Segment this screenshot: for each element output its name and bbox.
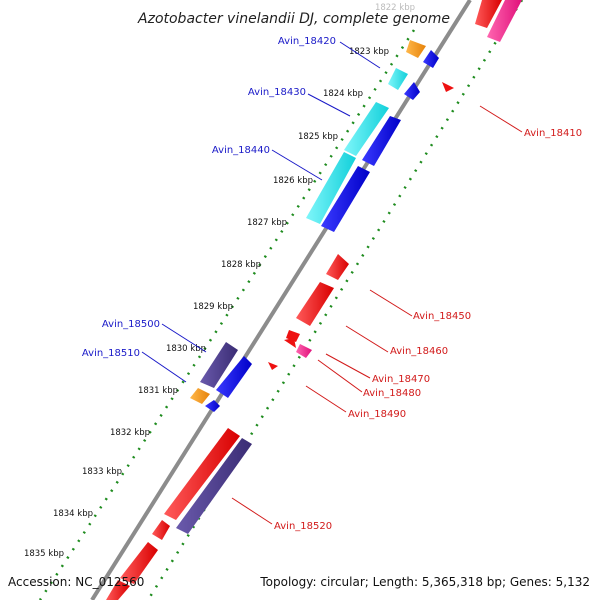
- genome-backbone: [90, 0, 472, 600]
- gene-feature-blue[interactable]: [205, 400, 220, 412]
- kbp-label: 1827 kbp: [247, 218, 287, 228]
- leader-line: [317, 359, 363, 393]
- leader-line: [305, 385, 347, 413]
- gene-label[interactable]: Avin_18410: [524, 128, 582, 139]
- gene-feature-blue[interactable]: [216, 356, 252, 398]
- leader-line: [325, 353, 371, 379]
- leader-lines: [141, 41, 523, 525]
- gene-feature-red[interactable]: [296, 282, 334, 326]
- kbp-label: 1833 kbp: [82, 467, 122, 477]
- gene-label[interactable]: Avin_18490: [348, 409, 406, 420]
- kbp-label: 1823 kbp: [349, 47, 389, 57]
- gene-feature-blue[interactable]: [423, 50, 439, 68]
- gene-feature-blue[interactable]: [404, 82, 420, 100]
- gene-feature-cyan[interactable]: [344, 102, 389, 156]
- kbp-label: 1831 kbp: [138, 386, 178, 396]
- gene-label[interactable]: Avin_18430: [248, 87, 306, 98]
- gene-feature-red[interactable]: [268, 362, 278, 370]
- leader-line: [231, 497, 273, 525]
- kbp-label: 1828 kbp: [221, 260, 261, 270]
- gene-feature-red[interactable]: [326, 254, 349, 280]
- leader-line: [161, 323, 207, 353]
- kbp-label: 1830 kbp: [166, 344, 206, 354]
- gene-label[interactable]: Avin_18450: [413, 311, 471, 322]
- kbp-label: 1829 kbp: [193, 302, 233, 312]
- gene-feature-red[interactable]: [152, 520, 170, 540]
- gene-feature-purple[interactable]: [200, 342, 238, 388]
- kbp-scale: 1822 kbp 1823 kbp 1824 kbp 1825 kbp 1826…: [24, 3, 415, 559]
- gene-feature-red[interactable]: [442, 82, 454, 92]
- gene-features: [106, 0, 522, 600]
- kbp-label: 1835 kbp: [24, 549, 64, 559]
- gene-label[interactable]: Avin_18520: [274, 521, 332, 532]
- gene-feature-cyan[interactable]: [306, 152, 356, 224]
- gene-label[interactable]: Avin_18510: [82, 348, 140, 359]
- leader-line: [141, 351, 187, 383]
- kbp-label: 1832 kbp: [110, 428, 150, 438]
- gene-feature-pink[interactable]: [296, 344, 312, 358]
- gene-feature-pink[interactable]: [487, 0, 522, 42]
- kbp-label: 1822 kbp: [375, 3, 415, 13]
- gene-feature-red[interactable]: [284, 338, 296, 348]
- gene-label[interactable]: Avin_18460: [390, 346, 448, 357]
- gene-label[interactable]: Avin_18500: [102, 319, 160, 330]
- kbp-label: 1826 kbp: [273, 176, 313, 186]
- genome-title: Azotobacter vinelandii DJ, complete geno…: [137, 11, 450, 27]
- gene-feature-red[interactable]: [164, 428, 240, 520]
- gene-feature-blue[interactable]: [321, 166, 370, 232]
- leader-line: [339, 41, 381, 69]
- leader-line: [479, 105, 523, 133]
- kbp-label: 1825 kbp: [298, 132, 338, 142]
- tick-ring-inner: [38, 29, 416, 600]
- kbp-label: 1824 kbp: [323, 89, 363, 99]
- gene-feature-purple[interactable]: [176, 438, 252, 534]
- gene-feature-red[interactable]: [106, 580, 130, 600]
- gene-feature-red[interactable]: [475, 0, 502, 28]
- gene-label[interactable]: Avin_18440: [212, 145, 270, 156]
- gene-label[interactable]: Avin_18420: [278, 36, 336, 47]
- leader-line: [369, 289, 413, 317]
- gene-feature-red[interactable]: [120, 542, 158, 584]
- gene-labels-right: Avin_18410 Avin_18450 Avin_18460 Avin_18…: [274, 128, 582, 532]
- gene-feature-orange[interactable]: [406, 40, 426, 58]
- gene-feature-cyan[interactable]: [388, 68, 408, 90]
- gene-feature-blue[interactable]: [362, 116, 401, 166]
- accession-text: Accession: NC_012560: [8, 575, 144, 589]
- kbp-label: 1834 kbp: [53, 509, 93, 519]
- leader-line: [345, 325, 389, 353]
- topology-text: Topology: circular; Length: 5,365,318 bp…: [259, 575, 590, 589]
- gene-labels-left: Avin_18420 Avin_18430 Avin_18440 Avin_18…: [82, 36, 336, 359]
- gene-label[interactable]: Avin_18480: [363, 388, 421, 399]
- leader-line: [307, 93, 351, 117]
- gene-label[interactable]: Avin_18470: [372, 374, 430, 385]
- leader-line: [271, 149, 323, 181]
- gene-feature-orange[interactable]: [190, 388, 210, 404]
